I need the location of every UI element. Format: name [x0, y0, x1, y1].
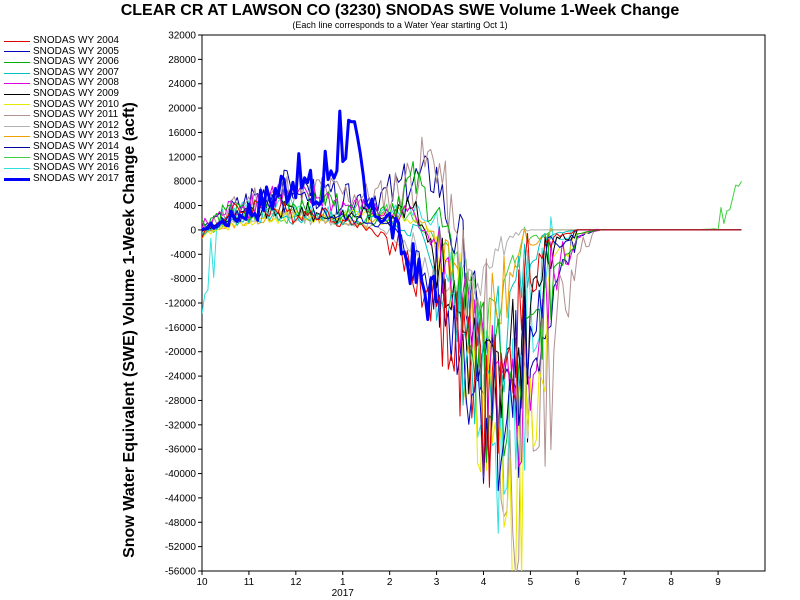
x-tick-label: 6 [575, 577, 581, 588]
legend-label: SNODAS WY 2007 [33, 66, 119, 78]
y-tick-label: -12000 [165, 299, 197, 310]
x-tick-label: 3 [434, 577, 440, 588]
legend-entry: SNODAS WY 2017 [4, 172, 134, 185]
y-tick-label: -32000 [165, 420, 197, 431]
x-tick-label: 5 [528, 577, 534, 588]
legend-label: SNODAS WY 2017 [33, 172, 119, 184]
series-line-snodas-wy-2004 [202, 200, 742, 488]
x-tick-label: 8 [668, 577, 674, 588]
y-tick-label: -28000 [165, 396, 197, 407]
y-tick-label: -44000 [165, 493, 197, 504]
y-tick-label: -4000 [170, 250, 196, 261]
series-line-snodas-wy-2007 [202, 207, 742, 425]
legend-swatch [4, 93, 30, 95]
y-tick-label: 20000 [168, 104, 196, 115]
legend-entry: SNODAS WY 2007 [4, 66, 134, 79]
legend-swatch [4, 61, 30, 63]
y-tick-label: -48000 [165, 518, 197, 529]
legend-swatch [4, 136, 30, 138]
legend-entry: SNODAS WY 2012 [4, 119, 134, 132]
legend-swatch [4, 72, 30, 74]
legend-label: SNODAS WY 2013 [33, 130, 119, 142]
y-tick-label: -56000 [165, 567, 197, 578]
series-line-snodas-wy-2017 [202, 109, 439, 321]
legend-label: SNODAS WY 2008 [33, 77, 119, 89]
legend-label: SNODAS WY 2009 [33, 87, 119, 99]
legend-label: SNODAS WY 2016 [33, 162, 119, 174]
y-tick-label: 24000 [168, 79, 196, 90]
legend-label: SNODAS WY 2006 [33, 56, 119, 68]
legend-swatch [4, 167, 30, 169]
legend-swatch [4, 146, 30, 148]
x-tick-label: 12 [290, 577, 302, 588]
x-tick-label: 9 [715, 577, 721, 588]
x-tick-label: 4 [481, 577, 487, 588]
y-tick-label: 16000 [168, 128, 196, 139]
x-tick-label: 10 [196, 577, 208, 588]
y-tick-label: -16000 [165, 323, 197, 334]
chart-subtitle-text: (Each line corresponds to a Water Year s… [292, 20, 508, 30]
series-group [202, 109, 742, 571]
legend-label: SNODAS WY 2011 [33, 109, 119, 121]
y-tick-label: 12000 [168, 152, 196, 163]
y-tick-label: 32000 [168, 31, 196, 42]
legend-entry: SNODAS WY 2009 [4, 87, 134, 100]
legend-swatch [4, 104, 30, 106]
legend-label: SNODAS WY 2004 [33, 35, 119, 46]
legend-entry: SNODAS WY 2013 [4, 131, 134, 142]
legend-swatch [4, 51, 30, 53]
chart-title: CLEAR CR AT LAWSON CO (3230) SNODAS SWE … [120, 2, 680, 19]
legend-entry: SNODAS WY 2005 [4, 45, 134, 58]
legend-swatch [4, 40, 30, 42]
legend-swatch [4, 83, 30, 85]
x-tick-label: 11 [244, 577, 255, 588]
legend-entry: SNODAS WY 2006 [4, 57, 134, 68]
y-tick-label: 8000 [174, 177, 197, 188]
legend-entry: SNODAS WY 2008 [4, 78, 134, 89]
legend-entry: SNODAS WY 2016 [4, 163, 134, 174]
series-line-snodas-wy-2008 [202, 183, 742, 468]
y-tick-label: -8000 [170, 274, 196, 285]
legend-entry: SNODAS WY 2014 [4, 140, 134, 153]
legend-label: SNODAS WY 2012 [33, 119, 119, 131]
legend-entry: SNODAS WY 2004 [4, 35, 134, 47]
legend-entry: SNODAS WY 2011 [4, 110, 134, 121]
x-tick-label: 2 [387, 577, 393, 588]
legend-swatch [4, 125, 30, 127]
x-tick-label: 1 [340, 577, 346, 588]
legend-swatch [4, 114, 30, 116]
legend-entry: SNODAS WY 2010 [4, 98, 134, 111]
legend-swatch [4, 177, 30, 181]
y-tick-label: -40000 [165, 469, 197, 480]
y-tick-label: 4000 [174, 201, 197, 212]
y-tick-label: -36000 [165, 445, 197, 456]
x-tick-year-label: 2017 [332, 588, 355, 599]
y-tick-label: -20000 [165, 347, 197, 358]
y-tick-label: -52000 [165, 542, 197, 553]
legend-entry: SNODAS WY 2015 [4, 151, 134, 164]
chart-legend: SNODAS WY 2004 SNODAS WY 2005 SNODAS WY 20… [4, 35, 134, 185]
chart-subtitle: (Each line corresponds to a Water Year s… [0, 20, 800, 30]
legend-swatch [4, 157, 30, 159]
y-tick-label: 28000 [168, 55, 196, 66]
y-tick-label: 0 [190, 225, 196, 236]
y-tick-label: -24000 [165, 372, 197, 383]
legend-label: SNODAS WY 2015 [33, 151, 119, 163]
legend-label: SNODAS WY 2005 [33, 45, 119, 57]
legend-label: SNODAS WY 2010 [33, 98, 119, 110]
x-tick-label: 7 [621, 577, 627, 588]
legend-label: SNODAS WY 2014 [33, 140, 119, 152]
